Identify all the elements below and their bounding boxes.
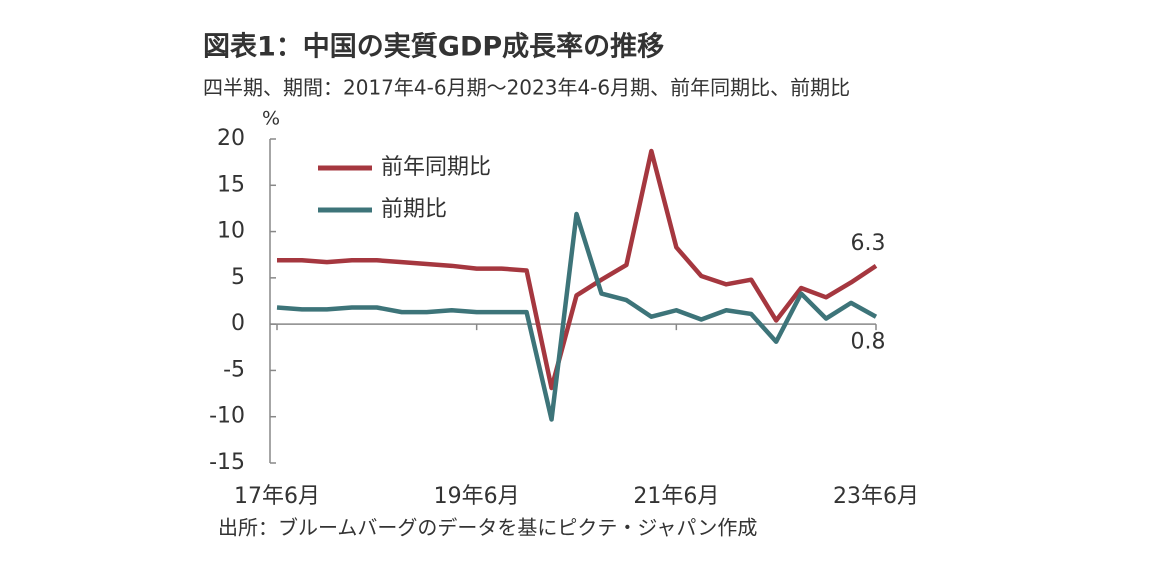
y-tick-label: -15 (209, 450, 245, 475)
x-tick-label: 17年6月 (234, 484, 320, 509)
data-label: 6.3 (851, 231, 886, 256)
series-line (276, 211, 878, 422)
x-tick-label: 23年6月 (833, 484, 919, 509)
legend-label: 前年同期比 (381, 155, 491, 180)
y-tick-label: 20 (217, 126, 245, 151)
y-tick-label: -5 (223, 357, 245, 382)
y-tick-label: 5 (231, 265, 245, 290)
series-line (277, 148, 878, 391)
chart-title: 図表1：中国の実質GDP成長率の推移 (203, 31, 664, 63)
x-tick-label: 19年6月 (434, 484, 520, 509)
y-unit: % (262, 108, 280, 130)
legend-label: 前期比 (381, 197, 447, 222)
source-note: 出所：ブルームバーグのデータを基にピクテ・ジャパン作成 (218, 516, 757, 540)
x-tick-label: 21年6月 (633, 484, 719, 509)
chart-subtitle: 四半期、期間：2017年4-6月期～2023年4-6月期、前年同期比、前期比 (203, 76, 850, 100)
y-tick-label: -10 (209, 404, 245, 429)
y-tick-label: 0 (231, 311, 245, 336)
y-tick-label: 15 (217, 172, 245, 197)
data-label: 0.8 (851, 330, 886, 355)
y-tick-label: 10 (217, 219, 245, 244)
